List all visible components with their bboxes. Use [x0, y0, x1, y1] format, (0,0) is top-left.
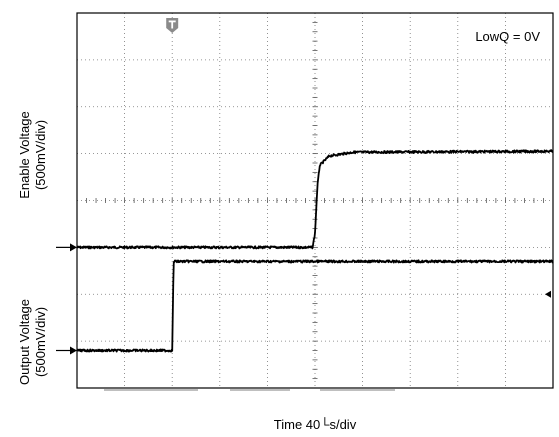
traces [56, 149, 554, 355]
ground-arrow-icon [70, 346, 77, 355]
enable-voltage-label: Enable Voltage [17, 111, 32, 198]
output-voltage-scale-label: (500mV/div) [33, 307, 48, 377]
grid [76, 12, 554, 389]
output-voltage-label: Output Voltage [17, 299, 32, 385]
ground-arrow-icon [70, 243, 77, 252]
markers [104, 18, 551, 391]
trigger-t-icon [166, 18, 179, 33]
trigger-level-arrow-icon [545, 290, 551, 298]
annotation-lowq: LowQ = 0V [475, 29, 540, 44]
enable-voltage-scale-label: (500mV/div) [33, 120, 48, 190]
plot-frame [76, 12, 554, 389]
x-axis-label: Time 40└s/div [274, 417, 357, 432]
trace-enable-voltage [76, 149, 554, 250]
trace-output-voltage [76, 259, 554, 353]
